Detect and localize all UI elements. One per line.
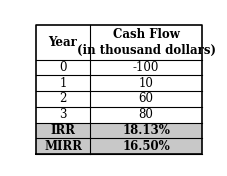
Text: IRR: IRR xyxy=(50,124,75,137)
Bar xyxy=(90,91,201,107)
Bar xyxy=(90,138,201,154)
Text: 1: 1 xyxy=(59,77,66,90)
Bar xyxy=(35,107,90,122)
Bar xyxy=(35,122,90,138)
Text: -100: -100 xyxy=(132,61,158,74)
Bar xyxy=(35,25,90,60)
Bar xyxy=(90,107,201,122)
Bar xyxy=(35,76,90,91)
Bar xyxy=(90,76,201,91)
Text: Cash Flow
(in thousand dollars): Cash Flow (in thousand dollars) xyxy=(76,29,215,56)
Text: 18.13%: 18.13% xyxy=(121,124,169,137)
Bar xyxy=(90,25,201,60)
Text: 80: 80 xyxy=(138,108,153,121)
Text: 0: 0 xyxy=(59,61,67,74)
Text: 60: 60 xyxy=(138,92,153,105)
Text: Year: Year xyxy=(48,36,77,49)
Bar xyxy=(35,91,90,107)
Text: MIRR: MIRR xyxy=(44,140,82,153)
Bar xyxy=(35,138,90,154)
Bar xyxy=(90,60,201,76)
Bar xyxy=(35,60,90,76)
Text: 16.50%: 16.50% xyxy=(122,140,169,153)
Text: 2: 2 xyxy=(59,92,66,105)
Text: 3: 3 xyxy=(59,108,67,121)
Bar xyxy=(90,122,201,138)
Text: 10: 10 xyxy=(138,77,153,90)
